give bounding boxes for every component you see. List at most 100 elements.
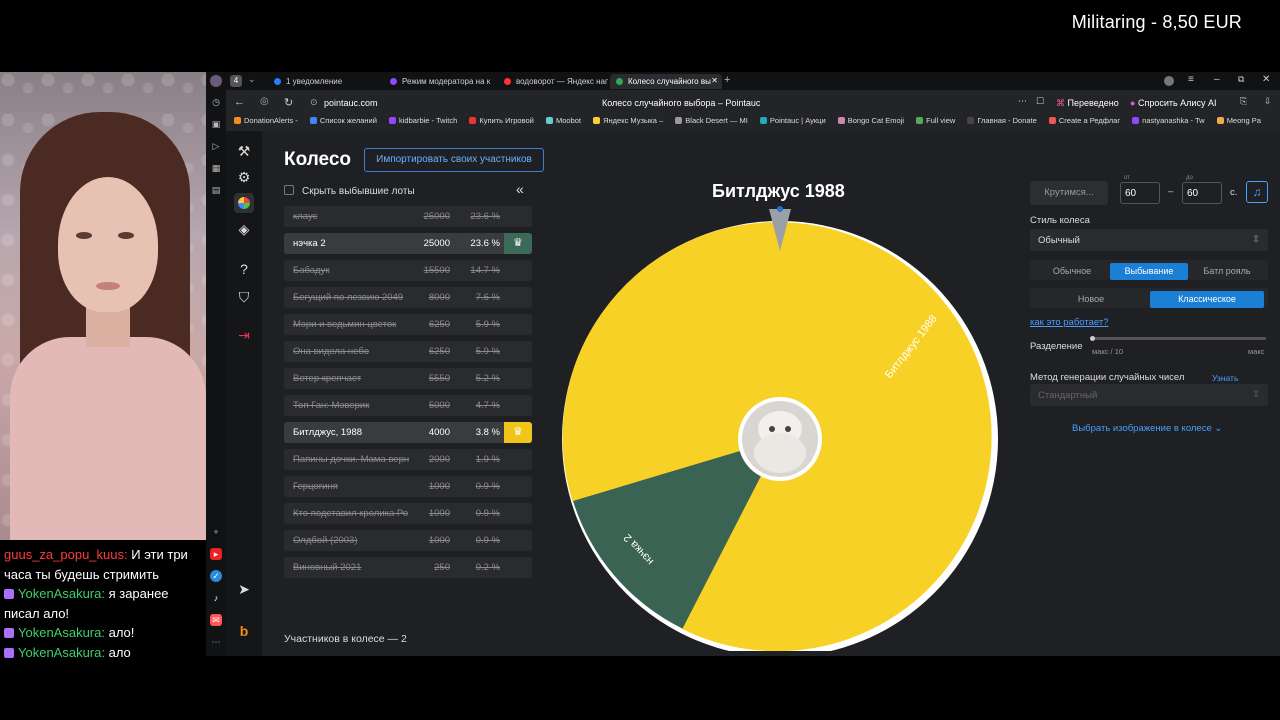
tab-moderator[interactable]: Режим модератора на к bbox=[384, 74, 494, 89]
settings-icon[interactable]: ⚙ bbox=[237, 169, 251, 185]
url-text[interactable]: pointauc.com bbox=[324, 98, 378, 108]
bookmark-item[interactable]: Moobot bbox=[545, 116, 581, 125]
close-icon: ✕ bbox=[711, 76, 718, 85]
rng-select[interactable]: Стандартный ⇳ bbox=[1030, 384, 1268, 406]
collections-icon[interactable]: ▣ bbox=[211, 119, 221, 129]
bookmark-item[interactable]: Pointauc | Аукци bbox=[759, 116, 826, 125]
trophy-icon: ♛ bbox=[513, 237, 523, 249]
logout-icon[interactable]: ⇥ bbox=[238, 327, 250, 343]
tab-count-badge[interactable]: 4 bbox=[230, 75, 242, 87]
youtube-icon[interactable]: ▸ bbox=[210, 548, 222, 560]
reload-icon[interactable]: ↻ bbox=[284, 97, 294, 109]
import-participants-button[interactable]: Импортировать своих участников bbox=[364, 148, 544, 172]
profile-avatar[interactable] bbox=[210, 75, 222, 87]
how-it-works-link[interactable]: как это работает? bbox=[1030, 317, 1109, 328]
alice-button[interactable]: ● Спросить Алису AI bbox=[1130, 98, 1217, 108]
tiktok-icon[interactable]: ♪ bbox=[213, 593, 219, 603]
bookmark-item[interactable]: Black Desert — MI bbox=[675, 116, 748, 125]
new-tab-icon[interactable]: + bbox=[724, 74, 731, 86]
tab-mode-battle-royale[interactable]: Батл рояль bbox=[1203, 266, 1251, 276]
lot-row[interactable]: Папины дочки. Мама верн 2000 1.9 % bbox=[284, 449, 532, 470]
lot-row[interactable]: Кто подставил кролика Ро 1000 0.9 % bbox=[284, 503, 532, 524]
hide-eliminated-toggle[interactable]: Скрыть выбывшие лоты bbox=[284, 185, 415, 197]
menu-icon[interactable]: ≡ bbox=[1188, 74, 1194, 85]
mail-icon[interactable]: ✉ bbox=[210, 614, 222, 626]
from-input[interactable]: 60 bbox=[1120, 182, 1160, 204]
music-icon[interactable]: ♫ bbox=[1246, 181, 1268, 203]
calendar-icon[interactable]: ▦ bbox=[211, 163, 221, 173]
lot-row[interactable]: Мэри и ведьмин цветок 6250 5.9 % bbox=[284, 314, 532, 335]
collapse-panel-icon[interactable]: « bbox=[516, 181, 524, 197]
shield-icon[interactable]: ⛉ bbox=[238, 289, 250, 305]
choose-image-link[interactable]: Выбрать изображение в колесе ⌄ bbox=[1072, 423, 1223, 434]
bookmark-item[interactable]: Главная - Donate bbox=[967, 116, 1037, 125]
download-icon[interactable]: ⇩ bbox=[1264, 96, 1272, 106]
tab-type-classic[interactable]: Классическое bbox=[1150, 291, 1264, 308]
translated-button[interactable]: ⌘ Переведено bbox=[1056, 98, 1119, 108]
browser-sidebar: ◷ ▣ ▷ ▦ ▤ + ▸ ✓ ♪ ✉ ⋯ bbox=[206, 90, 226, 656]
to-input[interactable]: 60 bbox=[1182, 182, 1222, 204]
address-bar: ← ◎ ↻ ⊙ pointauc.com Колесо случайного в… bbox=[226, 90, 1280, 116]
lot-row[interactable]: Топ Ган: Мэверик 5000 4.7 % bbox=[284, 395, 532, 416]
bookmark-item[interactable]: Список желаний bbox=[309, 116, 377, 125]
spin-button[interactable]: Крутимся... bbox=[1030, 181, 1108, 205]
type-tabs: Новое Классическое bbox=[1030, 288, 1268, 308]
slider-handle[interactable] bbox=[1090, 336, 1095, 341]
tab-mode-normal[interactable]: Обычное bbox=[1052, 266, 1092, 276]
tab-mode-elimination[interactable]: Выбывание bbox=[1110, 263, 1188, 280]
share-icon[interactable]: ⎘ bbox=[1240, 96, 1248, 106]
bookmark-item[interactable]: Meong Pa bbox=[1216, 116, 1261, 125]
account-icon[interactable] bbox=[1164, 76, 1174, 86]
lot-row[interactable]: Герцогиня 1000 0.9 % bbox=[284, 476, 532, 497]
help-icon[interactable]: ? bbox=[240, 261, 248, 277]
lot-row[interactable]: клаус 25000 23.6 % bbox=[284, 206, 532, 227]
bookmark-item[interactable]: nastyanashka - Tw bbox=[1132, 116, 1205, 125]
bookmark-icon[interactable]: ☐ bbox=[1036, 96, 1045, 106]
tab-type-new[interactable]: Новое bbox=[1077, 294, 1105, 304]
lot-row[interactable]: Бегущий по лезвию 2049 8000 7.6 % bbox=[284, 287, 532, 308]
bookmark-item[interactable]: Купить Игровой bbox=[469, 116, 534, 125]
bookmark-item[interactable]: Яндекс Музыка – bbox=[593, 116, 663, 125]
bookmark-item[interactable]: DonationAlerts - bbox=[234, 116, 298, 125]
bookmark-item[interactable]: Full view bbox=[916, 116, 955, 125]
telegram-icon[interactable]: ➤ bbox=[238, 581, 250, 597]
back-icon[interactable]: ← bbox=[234, 96, 245, 108]
more-options-icon[interactable]: ⋯ bbox=[1018, 96, 1027, 106]
verified-icon[interactable]: ✓ bbox=[210, 570, 222, 582]
add-icon[interactable]: + bbox=[213, 527, 219, 537]
rng-label: Метод генерации случайных чисел bbox=[1030, 372, 1185, 383]
alice-icon: ● bbox=[1130, 98, 1136, 108]
minimize-icon[interactable]: – bbox=[1214, 74, 1220, 85]
participants-count: Участников в колесе — 2 bbox=[284, 633, 407, 645]
maximize-icon[interactable]: ⧉ bbox=[1238, 74, 1245, 84]
winner-title: Битлджус 1988 bbox=[712, 181, 845, 201]
boosty-icon[interactable]: b bbox=[239, 623, 249, 639]
lot-row[interactable]: нэчка 2 25000 23.6 % ♛ bbox=[284, 233, 532, 254]
spin-wheel[interactable]: Битлджус 1988 нэчка 2 bbox=[562, 191, 1002, 651]
wheel-style-select[interactable]: Обычный ⇳ bbox=[1030, 229, 1268, 251]
page-heading: Колесо bbox=[284, 149, 352, 170]
lot-row[interactable]: Она видела небо 6250 5.9 % bbox=[284, 341, 532, 362]
bookmark-item[interactable]: Bongo Cat Emoji bbox=[837, 116, 904, 125]
history-icon[interactable]: ◷ bbox=[212, 97, 220, 107]
layers-icon[interactable]: ◈ bbox=[238, 221, 250, 237]
auction-hammer-icon[interactable]: ⚒ bbox=[237, 143, 251, 159]
tab-yandex[interactable]: водоворот — Яндекс нап bbox=[498, 74, 608, 89]
home-icon[interactable]: ◎ bbox=[260, 96, 269, 107]
lot-row[interactable]: Бабадук 15500 14.7 % bbox=[284, 260, 532, 281]
bookmark-item[interactable]: Create a Редфлаг bbox=[1048, 116, 1120, 125]
screen-icon[interactable]: ▤ bbox=[211, 185, 221, 195]
wheel-icon[interactable] bbox=[234, 193, 254, 213]
lot-row[interactable]: Битлджус, 1988 4000 3.8 % ♛ bbox=[284, 422, 532, 443]
more-icon[interactable]: ⋯ bbox=[211, 637, 221, 647]
chevron-down-icon[interactable]: ⌄ bbox=[248, 74, 256, 84]
window-close-icon[interactable]: ✕ bbox=[1262, 74, 1271, 85]
lot-row[interactable]: Олдбой (2003) 1000 0.9 % bbox=[284, 530, 532, 551]
play-icon[interactable]: ▷ bbox=[212, 141, 220, 151]
split-slider[interactable] bbox=[1090, 336, 1266, 341]
lot-row[interactable]: Ветер крепчает 5550 5.2 % bbox=[284, 368, 532, 389]
lot-row[interactable]: Виновный 2021 250 0.2 % bbox=[284, 557, 532, 578]
tab-notifications[interactable]: 1 уведомление bbox=[268, 74, 378, 89]
bookmark-item[interactable]: kidbarbie - Twitch bbox=[389, 116, 457, 125]
tab-wheel[interactable]: Колесо случайного вы ✕ bbox=[610, 74, 722, 89]
